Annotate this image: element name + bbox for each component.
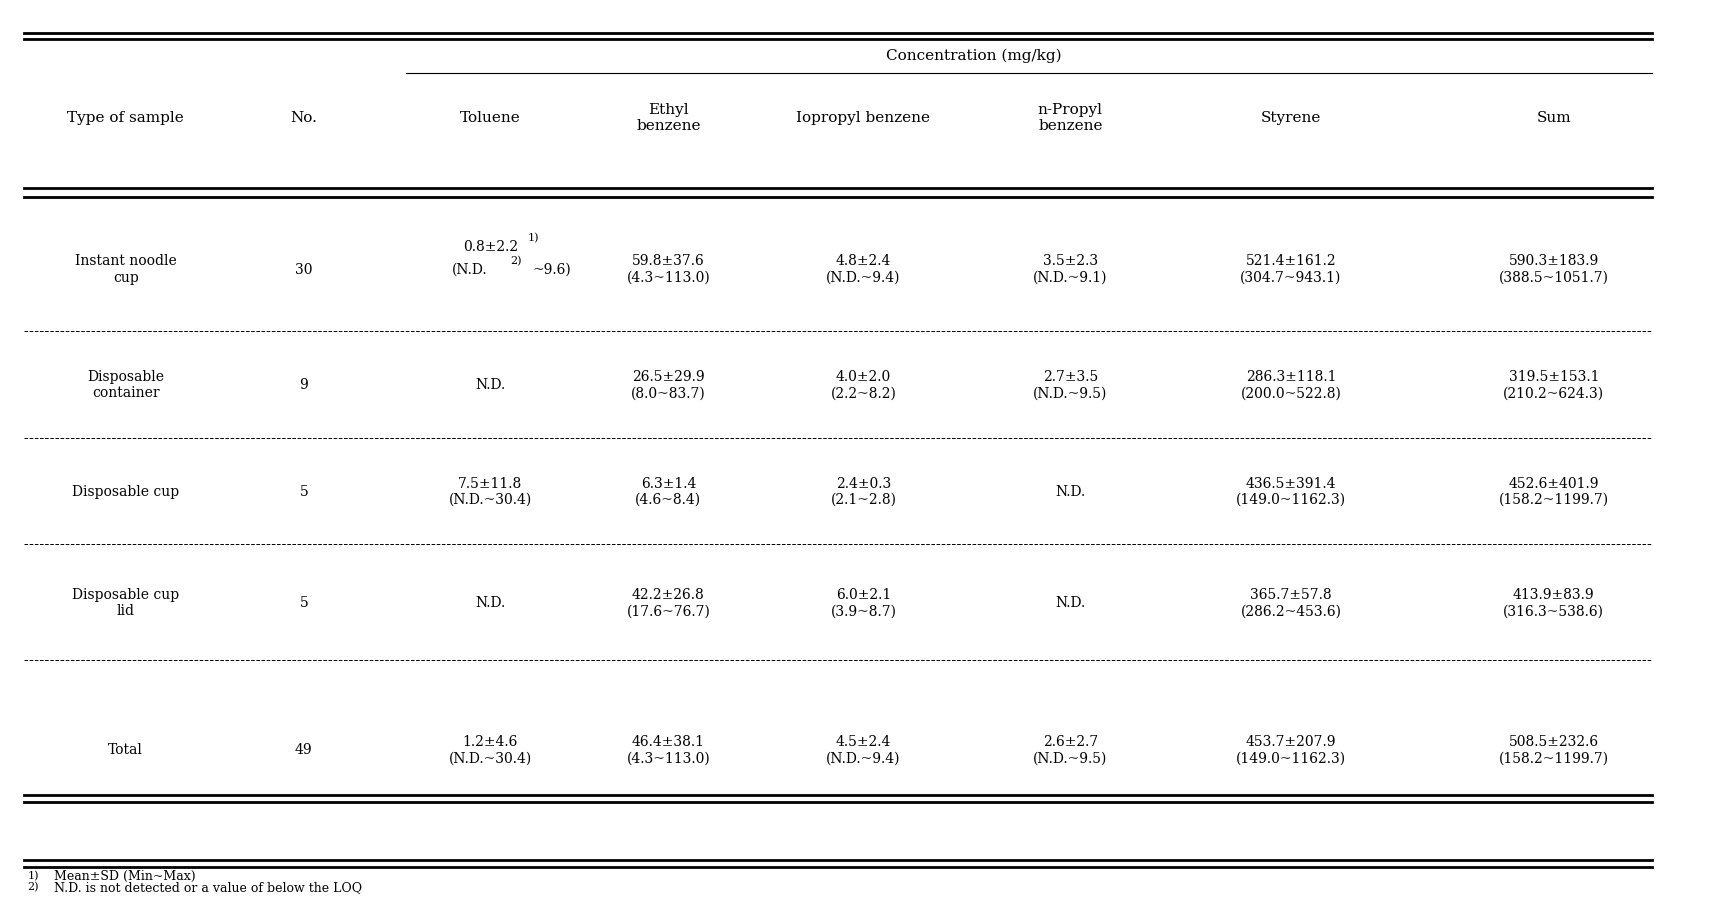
Text: 7.5±11.8
(N.D.~30.4): 7.5±11.8 (N.D.~30.4) [448, 477, 532, 507]
Text: Ethyl
benzene: Ethyl benzene [636, 103, 701, 133]
Text: 6.0±2.1
(3.9~8.7): 6.0±2.1 (3.9~8.7) [831, 588, 896, 618]
Text: 42.2±26.8
(17.6~76.7): 42.2±26.8 (17.6~76.7) [626, 588, 710, 618]
Text: Disposable cup: Disposable cup [72, 485, 180, 498]
Text: 2.7±3.5
(N.D.~9.5): 2.7±3.5 (N.D.~9.5) [1033, 369, 1108, 400]
Text: 286.3±118.1
(200.0~522.8): 286.3±118.1 (200.0~522.8) [1240, 369, 1341, 400]
Text: 1.2±4.6
(N.D.~30.4): 1.2±4.6 (N.D.~30.4) [448, 734, 532, 765]
Text: Iopropyl benzene: Iopropyl benzene [797, 111, 930, 126]
Text: Toluene: Toluene [460, 111, 522, 126]
Text: n-Propyl
benzene: n-Propyl benzene [1038, 103, 1103, 133]
Text: Concentration (mg/kg): Concentration (mg/kg) [886, 49, 1062, 63]
Text: N.D.: N.D. [475, 596, 506, 610]
Text: N.D.: N.D. [1055, 596, 1086, 610]
Text: 319.5±153.1
(210.2~624.3): 319.5±153.1 (210.2~624.3) [1503, 369, 1604, 400]
Text: 9: 9 [299, 377, 308, 392]
Text: 46.4±38.1
(4.3~113.0): 46.4±38.1 (4.3~113.0) [626, 734, 710, 765]
Text: 452.6±401.9
(158.2~1199.7): 452.6±401.9 (158.2~1199.7) [1498, 477, 1609, 507]
Text: 3.5±2.3
(N.D.~9.1): 3.5±2.3 (N.D.~9.1) [1033, 254, 1108, 284]
Text: 508.5±232.6
(158.2~1199.7): 508.5±232.6 (158.2~1199.7) [1498, 734, 1609, 765]
Text: 365.7±57.8
(286.2~453.6): 365.7±57.8 (286.2~453.6) [1240, 588, 1341, 618]
Text: 0.8±2.2: 0.8±2.2 [463, 240, 518, 254]
Text: Total: Total [108, 742, 144, 757]
Text: Type of sample: Type of sample [67, 111, 185, 126]
Text: 49: 49 [294, 742, 313, 757]
Text: 521.4±161.2
(304.7~943.1): 521.4±161.2 (304.7~943.1) [1240, 254, 1342, 284]
Text: 4.5±2.4
(N.D.~9.4): 4.5±2.4 (N.D.~9.4) [826, 734, 901, 765]
Text: N.D.: N.D. [475, 377, 506, 392]
Text: 2.4±0.3
(2.1~2.8): 2.4±0.3 (2.1~2.8) [831, 477, 896, 507]
Text: Mean±SD (Min~Max): Mean±SD (Min~Max) [55, 869, 197, 882]
Text: Styrene: Styrene [1260, 111, 1322, 126]
Text: 59.8±37.6
(4.3~113.0): 59.8±37.6 (4.3~113.0) [626, 254, 710, 284]
Text: 0.8±2.2¹⁾
(N.D.²⁾~9.6): 0.8±2.2¹⁾ (N.D.²⁾~9.6) [448, 254, 532, 284]
Text: N.D. is not detected or a value of below the LOQ: N.D. is not detected or a value of below… [55, 880, 363, 893]
Text: 1): 1) [27, 870, 39, 880]
Text: 30: 30 [296, 262, 313, 276]
Text: N.D.: N.D. [1055, 485, 1086, 498]
Text: 2): 2) [511, 256, 522, 265]
Text: 453.7±207.9
(149.0~1162.3): 453.7±207.9 (149.0~1162.3) [1236, 734, 1346, 765]
Text: Sum: Sum [1537, 111, 1571, 126]
Text: 5: 5 [299, 485, 308, 498]
Text: 1): 1) [528, 233, 539, 243]
Text: 5: 5 [299, 596, 308, 610]
Text: Disposable cup
lid: Disposable cup lid [72, 588, 180, 618]
Text: 2): 2) [27, 881, 39, 891]
Text: 26.5±29.9
(8.0~83.7): 26.5±29.9 (8.0~83.7) [631, 369, 706, 400]
Text: 4.8±2.4
(N.D.~9.4): 4.8±2.4 (N.D.~9.4) [826, 254, 901, 284]
Text: ~9.6): ~9.6) [534, 262, 571, 276]
Text: 0.8±2.2¹⁾
(N.D.²⁾~9.6): 0.8±2.2¹⁾ (N.D.²⁾~9.6) [448, 254, 532, 284]
Text: Instant noodle
cup: Instant noodle cup [75, 254, 176, 284]
Text: (N.D.: (N.D. [451, 262, 487, 276]
Text: 4.0±2.0
(2.2~8.2): 4.0±2.0 (2.2~8.2) [831, 369, 896, 400]
Text: 413.9±83.9
(316.3~538.6): 413.9±83.9 (316.3~538.6) [1503, 588, 1604, 618]
Text: 590.3±183.9
(388.5~1051.7): 590.3±183.9 (388.5~1051.7) [1498, 254, 1609, 284]
Text: Disposable
container: Disposable container [87, 369, 164, 400]
Text: 6.3±1.4
(4.6~8.4): 6.3±1.4 (4.6~8.4) [636, 477, 701, 507]
Text: 2.6±2.7
(N.D.~9.5): 2.6±2.7 (N.D.~9.5) [1033, 734, 1108, 765]
Text: 436.5±391.4
(149.0~1162.3): 436.5±391.4 (149.0~1162.3) [1236, 477, 1346, 507]
Text: No.: No. [291, 111, 316, 126]
